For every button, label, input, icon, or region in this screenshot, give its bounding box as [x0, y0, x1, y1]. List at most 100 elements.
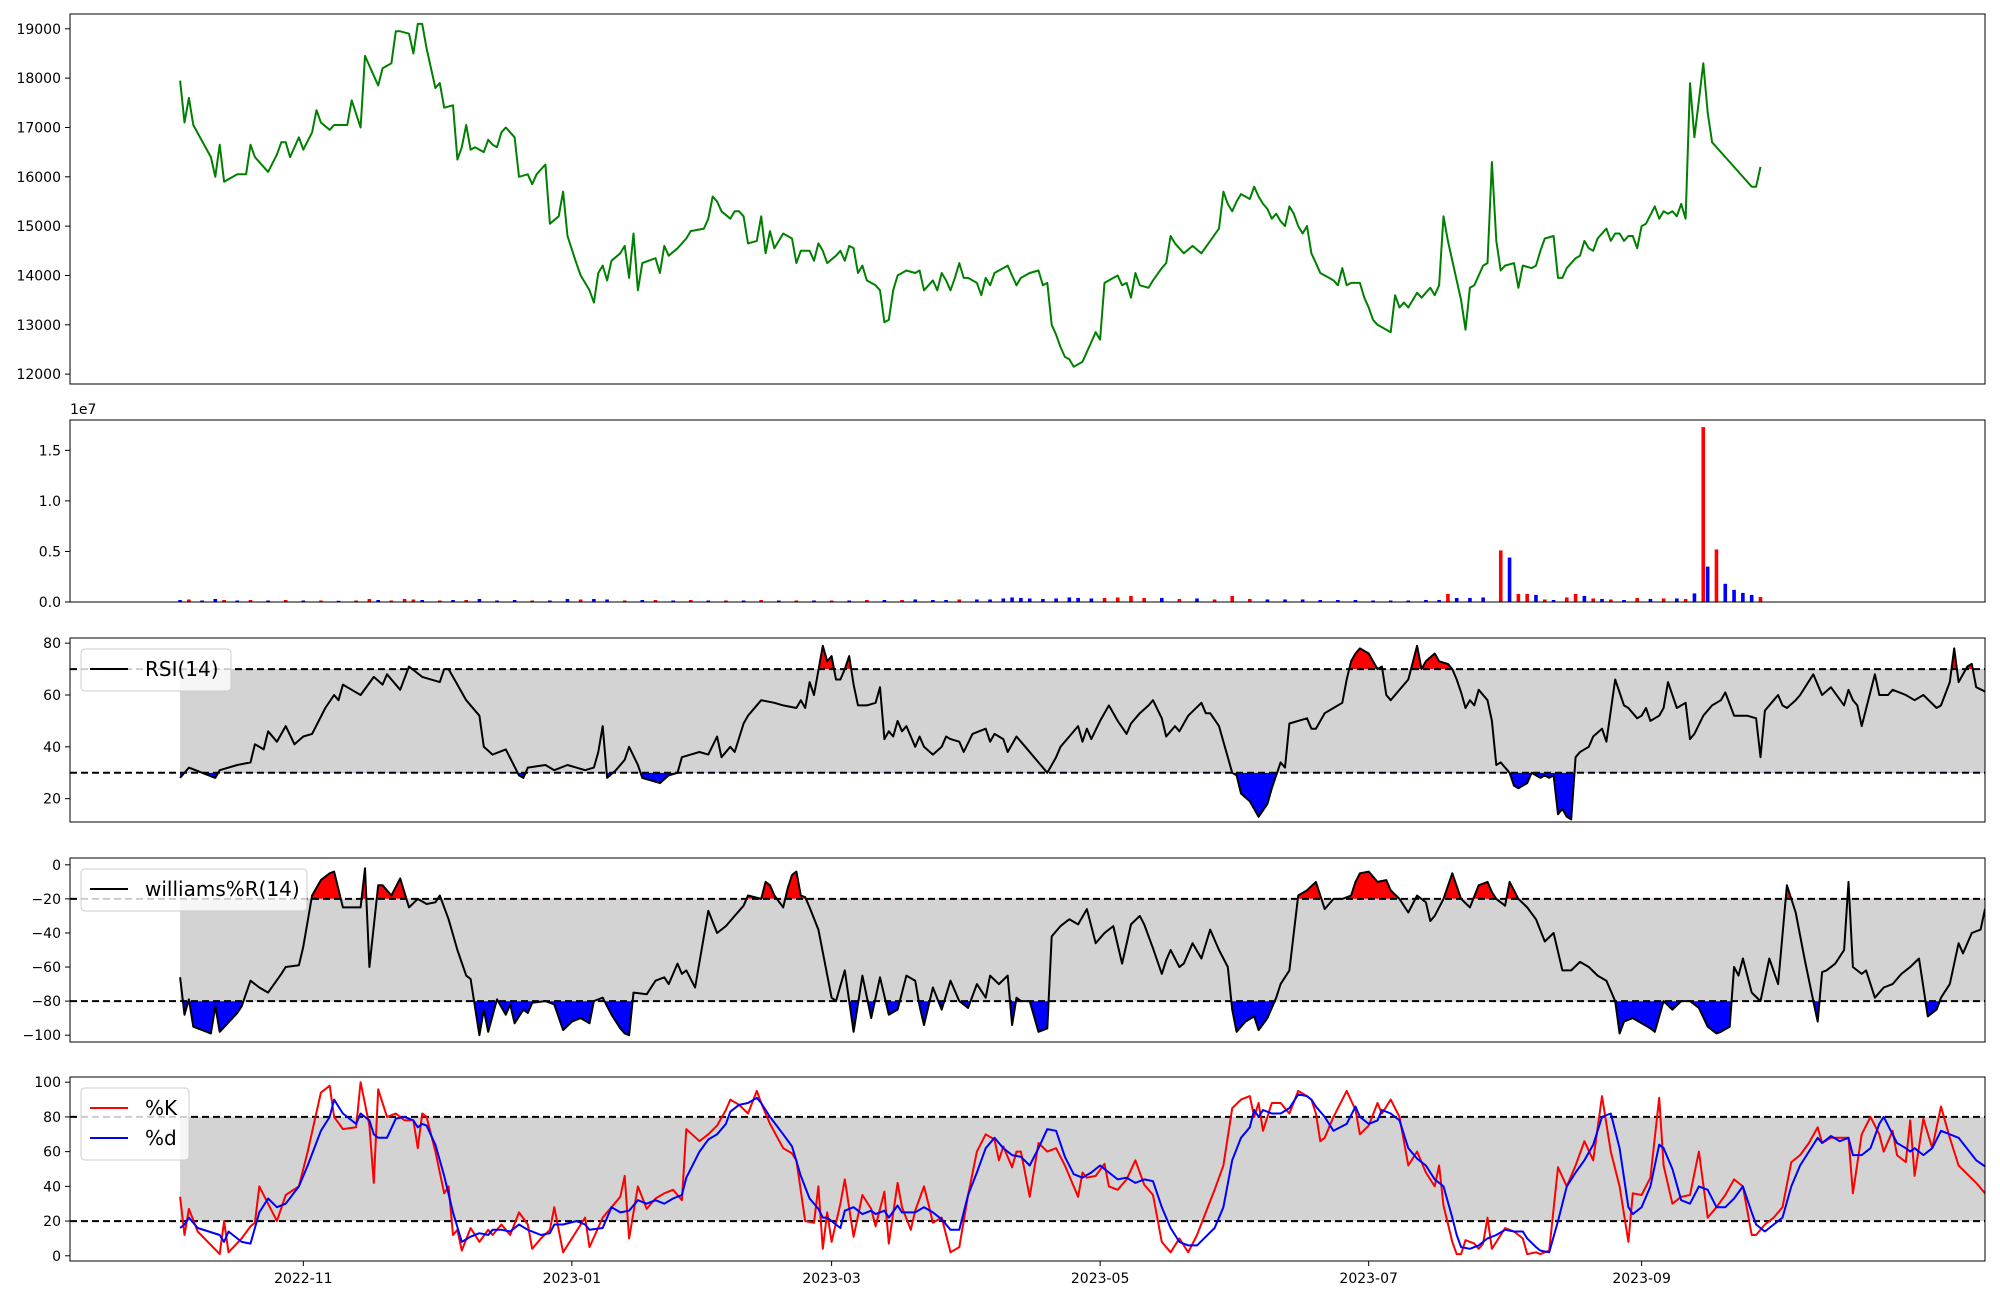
volume-bar — [847, 600, 852, 602]
volume-bar — [464, 599, 469, 602]
volume-bar — [283, 599, 288, 602]
stochastic-series-line-pct-d — [179, 1093, 1985, 1254]
rsi-y-tick-label: 40 — [43, 740, 61, 756]
volume-bar — [1406, 600, 1411, 602]
volume-bar — [1723, 583, 1728, 602]
volume-y-tick-label: 1.5 — [39, 443, 61, 459]
stochastic-legend-label: %d — [145, 1126, 177, 1150]
volume-bar — [578, 599, 583, 602]
williams-legend: williams%R(14) — [80, 868, 308, 912]
volume-bar — [794, 600, 799, 602]
volume-bar — [1573, 593, 1578, 602]
volume-bar — [1054, 598, 1058, 602]
volume-bar — [402, 598, 407, 602]
williams-plot-area — [70, 867, 1985, 1037]
volume-bar — [1701, 427, 1706, 602]
volume-bar — [248, 599, 253, 602]
volume-bar — [592, 598, 596, 602]
volume-bar — [530, 600, 535, 602]
volume-bar — [178, 599, 182, 602]
williams-r-panel: 0 −20 −40 −60 −80 −100 williams%R(14) — [23, 857, 1986, 1044]
volume-bar — [706, 600, 711, 602]
volume-plot-area — [178, 427, 1763, 602]
volume-bar — [1102, 597, 1107, 602]
volume-bar — [1600, 598, 1604, 602]
volume-bar — [1692, 593, 1697, 602]
williams-y-tick-label: −80 — [31, 994, 61, 1010]
x-tick-label: 2023-01 — [543, 1271, 602, 1287]
volume-bar — [1741, 592, 1745, 602]
volume-bar — [1468, 597, 1472, 602]
volume-bar — [913, 599, 918, 602]
price-y-tick-label: 16000 — [16, 170, 61, 186]
stochastic-panel: 0 20 40 60 80 100 %K %d — [34, 1075, 1986, 1265]
williams-y-tick-label: 0 — [52, 858, 61, 874]
volume-bar — [988, 599, 992, 602]
volume-frame — [69, 419, 1986, 603]
volume-bar — [437, 600, 442, 602]
volume-bar — [1749, 594, 1754, 602]
volume-bar — [1019, 597, 1023, 602]
rsi-frame — [69, 637, 1986, 823]
volume-bar — [336, 600, 341, 602]
volume-bar — [724, 600, 728, 602]
volume-bar — [1142, 597, 1146, 602]
volume-bar — [235, 600, 240, 602]
volume-bar — [776, 600, 781, 602]
volume-bar — [1195, 598, 1199, 602]
volume-bar — [1388, 600, 1393, 602]
volume-bar — [200, 600, 204, 602]
volume-bar — [495, 600, 499, 602]
volume-bar — [411, 599, 416, 602]
volume-bar — [1067, 597, 1072, 602]
volume-bar — [451, 599, 455, 602]
volume-bar — [829, 600, 834, 602]
volume-bar — [605, 599, 609, 602]
volume-bar — [1424, 599, 1428, 602]
volume-bar — [1551, 599, 1556, 602]
volume-bar — [420, 599, 424, 602]
volume-bar — [1534, 594, 1538, 602]
volume-bar — [1001, 598, 1006, 602]
price-y-tick-label: 13000 — [16, 318, 61, 334]
volume-bar — [1248, 598, 1252, 602]
x-tick-label: 2023-05 — [1071, 1271, 1130, 1287]
volume-bar — [653, 599, 658, 602]
volume-bar — [865, 599, 869, 602]
volume-bar — [759, 599, 763, 602]
volume-bar — [957, 599, 962, 602]
stochastic-legend: %K %d — [80, 1087, 190, 1161]
volume-bar — [1675, 598, 1679, 602]
williams-y-tick-label: −20 — [31, 892, 61, 908]
price-plot-area — [179, 22, 1762, 368]
volume-bar — [944, 599, 948, 602]
price-y-tick-label: 18000 — [16, 71, 61, 87]
volume-bar — [812, 600, 816, 602]
stochastic-y-tick-label: 80 — [43, 1110, 61, 1126]
volume-bar — [1318, 599, 1323, 602]
volume-bar — [1498, 550, 1503, 602]
volume-bar — [301, 600, 306, 602]
volume-bar — [1609, 599, 1613, 602]
price-y-tick-label: 14000 — [16, 268, 61, 284]
volume-bar — [1336, 599, 1340, 602]
volume-bar — [548, 600, 552, 602]
x-tick-label: 2023-03 — [802, 1271, 861, 1287]
price-y-tick-label: 19000 — [16, 22, 61, 38]
volume-bar — [1437, 599, 1441, 602]
price-y-tick-label: 12000 — [16, 367, 61, 383]
shared-date-axis: 2022-11 2023-01 2023-03 2023-05 2023-07 2023-… — [274, 1261, 1671, 1287]
volume-bar — [1525, 593, 1529, 602]
volume-bar — [640, 599, 645, 602]
volume-bar — [1648, 598, 1653, 602]
volume-bar — [1481, 597, 1485, 602]
volume-bar — [1283, 599, 1287, 602]
williams-y-tick-label: −100 — [23, 1028, 61, 1044]
williams-neutral-band — [180, 898, 1985, 1002]
stochastic-plot-area — [70, 1081, 1985, 1256]
williams-y-tick-label: −60 — [31, 960, 61, 976]
volume-bar — [187, 599, 191, 602]
volume-bar — [900, 599, 904, 602]
volume-bar — [1353, 599, 1358, 602]
